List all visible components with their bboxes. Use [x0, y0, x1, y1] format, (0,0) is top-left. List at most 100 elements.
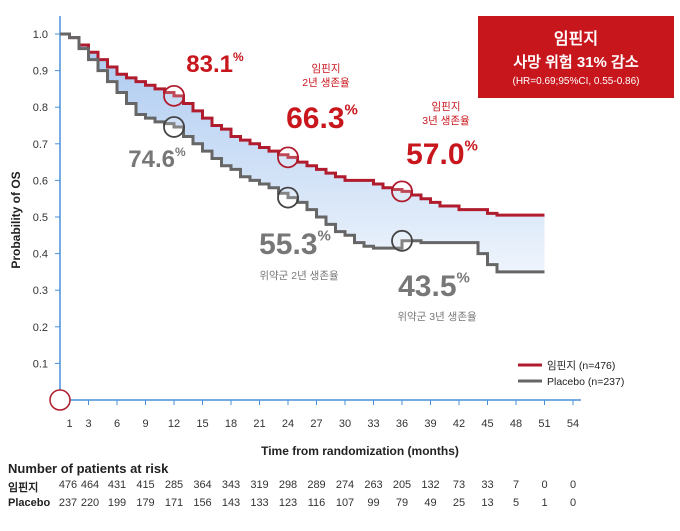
- y-tick-label: 0.8: [33, 102, 48, 114]
- series-line-0: [60, 32, 545, 217]
- annotation-label: 임핀지: [312, 62, 341, 75]
- x-tick-label: 1: [66, 418, 72, 430]
- risk-value: 179: [136, 497, 155, 509]
- hazard-ratio-box: 임핀지 사망 위험 31% 감소 (HR=0.69;95%CI, 0.55-0.…: [478, 16, 674, 98]
- y-tick-label: 0.9: [33, 66, 48, 78]
- annotation-value: 55.3%: [259, 228, 331, 262]
- x-tick-label: 33: [367, 418, 379, 430]
- risk-value: 415: [136, 479, 155, 491]
- y-tick-label: 1.0: [33, 29, 48, 41]
- y-axis-label: Probability of OS: [9, 171, 23, 268]
- risk-value: 298: [278, 479, 298, 491]
- risk-value: 116: [307, 497, 326, 509]
- x-axis-label: Time from randomization (months): [261, 444, 459, 458]
- risk-value: 237: [58, 497, 78, 509]
- risk-table-title: Number of patients at risk: [8, 461, 169, 476]
- hr-box-ci: (HR=0.69;95%CI, 0.55-0.86): [512, 76, 640, 87]
- x-tick-label: 6: [114, 418, 120, 430]
- x-tick-label: 9: [142, 418, 148, 430]
- risk-value: 199: [107, 497, 127, 509]
- risk-value: 1: [541, 497, 548, 509]
- hr-box-subtitle: 사망 위험 31% 감소: [513, 54, 639, 71]
- risk-value: 274: [335, 479, 355, 491]
- risk-value: 73: [452, 479, 466, 491]
- survival-gap-fill: [60, 34, 545, 272]
- risk-value: 13: [481, 497, 494, 509]
- risk-value: 476: [58, 479, 78, 491]
- x-tick-label: 18: [225, 418, 237, 430]
- risk-value: 107: [335, 497, 355, 509]
- chart-series: [60, 32, 545, 274]
- chart-axes: 0.10.20.30.40.50.60.70.80.91.01 3 6 9 12 15 18…: [9, 16, 581, 458]
- x-tick-label: 54: [567, 418, 579, 430]
- y-tick-label: 0.2: [33, 322, 48, 334]
- annotation-marker: [391, 229, 413, 252]
- risk-value: 364: [193, 479, 212, 491]
- x-tick-label: 42: [453, 418, 465, 430]
- risk-value: 289: [307, 479, 326, 491]
- risk-value: 0: [541, 479, 548, 491]
- y-tick-label: 0.7: [33, 139, 48, 151]
- origin-marker: [49, 389, 71, 411]
- risk-value: 0: [569, 479, 577, 491]
- annotation-value: 43.5%: [398, 270, 470, 304]
- risk-value: 319: [250, 479, 269, 491]
- risk-value: 123: [278, 497, 298, 509]
- chart-annotations: 83.1% 임핀지 2년 생존율 66.3% 임핀지 3년 생존율 57.0% 74.6% 55…: [128, 50, 478, 323]
- hr-box-title: 임핀지: [553, 31, 599, 48]
- annotation-marker: [277, 186, 299, 209]
- x-tick-label: 3: [85, 418, 91, 430]
- legend-label-0: 임핀지 (n=476): [547, 359, 615, 372]
- x-tick-label: 45: [481, 418, 493, 430]
- risk-value: 5: [512, 497, 520, 509]
- annotation-marker: [163, 84, 185, 107]
- annotation-label: 위약군 3년 생존율: [397, 310, 477, 323]
- y-tick-label: 0.3: [33, 285, 48, 297]
- y-tick-label: 0.4: [33, 249, 48, 261]
- annotation-marker: [391, 180, 413, 203]
- risk-value: 99: [367, 497, 380, 509]
- x-tick-label: 15: [196, 418, 208, 430]
- x-tick-label: 51: [538, 418, 550, 430]
- gap-area: [60, 34, 545, 272]
- risk-value: 156: [193, 497, 212, 509]
- risk-value: 33: [481, 479, 494, 491]
- risk-value: 464: [80, 479, 100, 491]
- x-tick-label: 36: [396, 418, 408, 430]
- annotation-value: 83.1%: [186, 50, 244, 78]
- annotation-value: 57.0%: [406, 138, 478, 172]
- annotation-value: 66.3%: [286, 102, 358, 136]
- risk-value: 49: [424, 497, 437, 509]
- y-tick-label: 0.5: [33, 212, 48, 224]
- x-tick-label: 24: [282, 418, 294, 430]
- x-tick-label: 39: [424, 418, 436, 430]
- annotation-label: 임핀지: [432, 100, 461, 113]
- risk-value: 205: [392, 479, 412, 491]
- annotation-label: 위약군 2년 생존율: [259, 269, 339, 282]
- risk-value: 263: [364, 479, 383, 491]
- x-tick-label: 12: [168, 418, 180, 430]
- risk-value: 0: [569, 497, 577, 509]
- risk-value: 132: [421, 479, 440, 491]
- risk-value: 133: [250, 497, 269, 509]
- risk-value: 431: [107, 479, 127, 491]
- risk-value: 25: [452, 497, 466, 509]
- risk-value: 143: [221, 497, 241, 509]
- annotation-label: 2년 생존율: [302, 77, 350, 89]
- risk-value: 7: [512, 479, 520, 491]
- annotation-marker: [277, 146, 299, 169]
- risk-value: 220: [80, 497, 100, 509]
- annotation-marker: [163, 116, 185, 138]
- risk-row-label: 임핀지: [8, 482, 39, 494]
- chart-legend: 임핀지 (n=476) Placebo (n=237): [518, 359, 624, 388]
- annotation-value: 74.6%: [128, 145, 186, 173]
- x-tick-label: 27: [310, 418, 322, 430]
- risk-value: 343: [221, 479, 241, 491]
- risk-value: 79: [395, 497, 409, 509]
- x-tick-label: 30: [339, 418, 351, 430]
- risk-row-label: Placebo: [8, 497, 51, 509]
- risk-value: 171: [164, 497, 184, 509]
- legend-label-1: Placebo (n=237): [547, 376, 624, 388]
- x-tick-label: 48: [510, 418, 522, 430]
